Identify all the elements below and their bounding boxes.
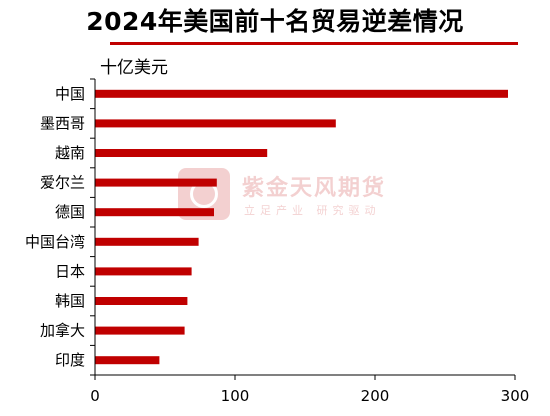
unit-label: 十亿美元 <box>100 58 168 78</box>
x-tick-label-1: 0 <box>90 387 100 405</box>
category-label-4: 爱尔兰 <box>40 174 85 192</box>
x-tick-label-3: 200 <box>361 387 390 405</box>
bar-3 <box>95 149 268 157</box>
watermark-tagline: 立足产业 研究驱动 <box>244 204 381 217</box>
category-label-9: 加拿大 <box>40 322 85 340</box>
watermark: 紫金天风期货 立足产业 研究驱动 <box>178 168 408 228</box>
x-tick-label-4: 300 <box>501 387 530 405</box>
category-label-8: 韩国 <box>55 292 85 310</box>
bar-1 <box>95 89 508 98</box>
watermark-name: 紫金天风期货 <box>242 176 387 201</box>
bar-10 <box>95 356 160 365</box>
bar-6 <box>95 237 199 246</box>
category-label-1: 中国 <box>55 85 85 103</box>
bar-8 <box>95 297 188 305</box>
bar-2 <box>95 119 336 128</box>
category-label-2: 墨西哥 <box>40 114 85 132</box>
category-label-3: 越南 <box>55 144 85 162</box>
bar-5 <box>95 208 214 217</box>
chart-title: 2024年美国前十名贸易逆差情况 <box>86 7 464 36</box>
title-underline <box>110 42 518 45</box>
x-tick-label-2: 100 <box>221 387 250 405</box>
category-label-7: 日本 <box>55 262 85 280</box>
bar-9 <box>95 326 185 335</box>
bar-7 <box>95 267 192 276</box>
category-label-10: 印度 <box>55 351 85 369</box>
category-label-6: 中国台湾 <box>25 233 85 251</box>
category-label-5: 德国 <box>55 203 85 221</box>
bar-4 <box>95 178 217 187</box>
